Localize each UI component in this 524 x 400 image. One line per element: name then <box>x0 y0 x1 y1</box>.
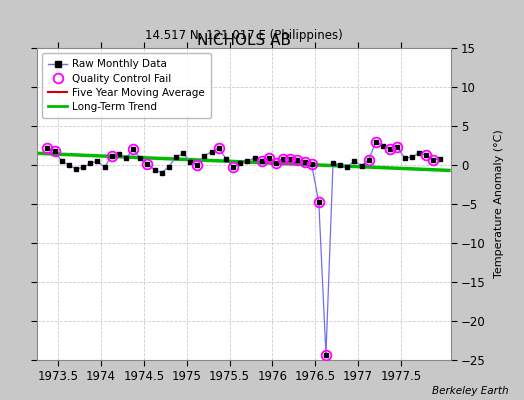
Legend: Raw Monthly Data, Quality Control Fail, Five Year Moving Average, Long-Term Tren: Raw Monthly Data, Quality Control Fail, … <box>42 53 211 118</box>
Y-axis label: Temperature Anomaly (°C): Temperature Anomaly (°C) <box>494 130 504 278</box>
Title: NICHOLS AB: NICHOLS AB <box>196 33 291 48</box>
Text: 14.517 N, 121.017 E (Philippines): 14.517 N, 121.017 E (Philippines) <box>145 29 343 42</box>
Text: Berkeley Earth: Berkeley Earth <box>432 386 508 396</box>
